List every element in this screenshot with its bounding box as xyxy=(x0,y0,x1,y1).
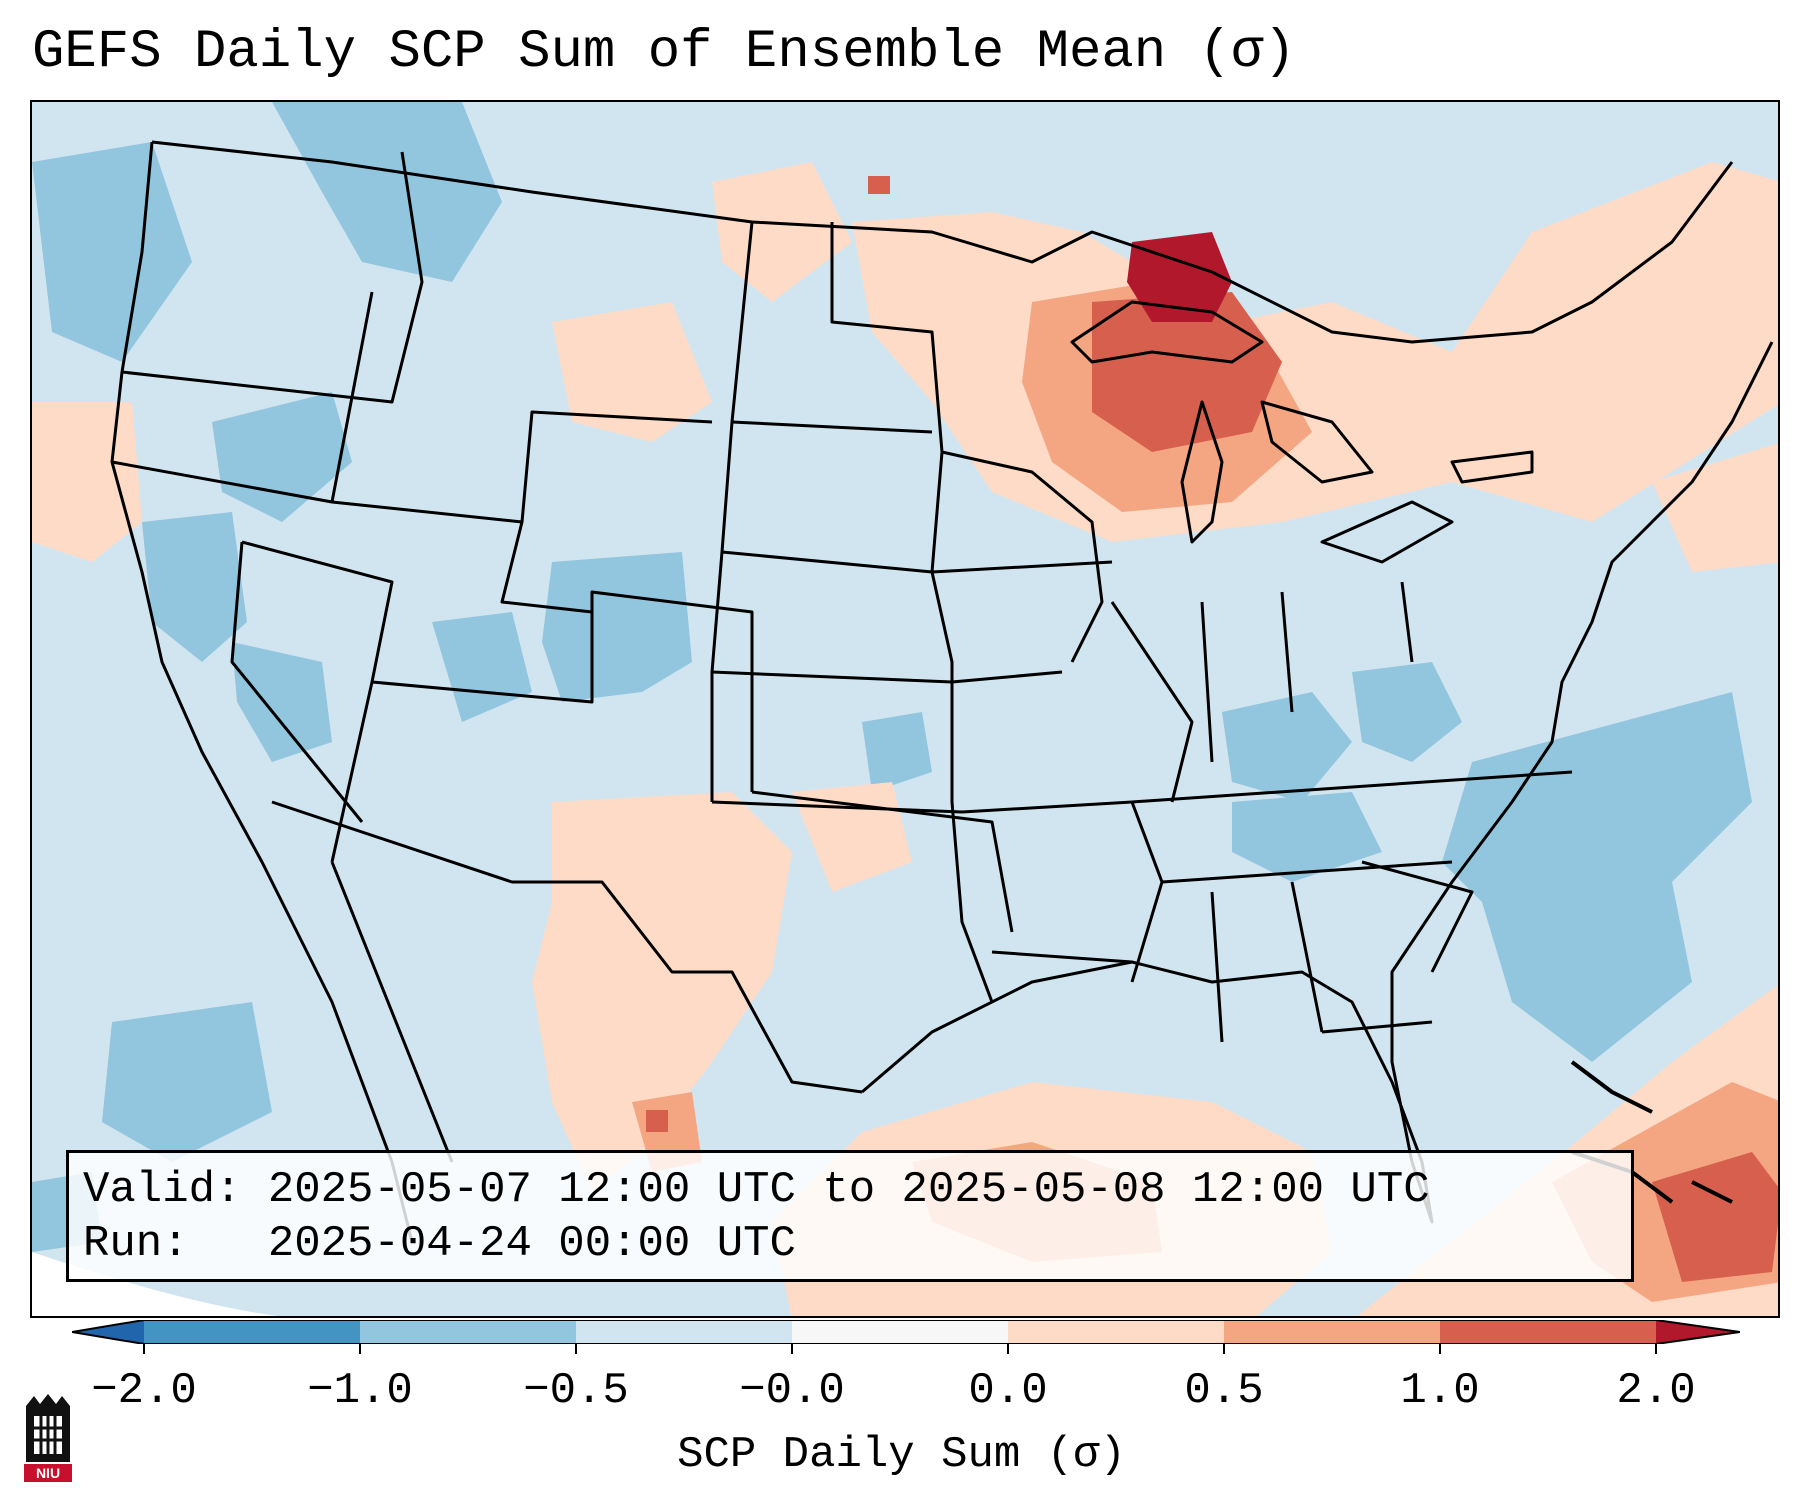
colorbar-extend-high xyxy=(1656,1320,1740,1344)
state-line-tx-la xyxy=(991,950,1133,964)
colorbar-tick-label: 2.0 xyxy=(1616,1366,1696,1416)
colorbar-tick-label: −0.5 xyxy=(523,1366,629,1416)
colorbar-tick-label: −2.0 xyxy=(91,1366,197,1416)
colorbar-tick-label: 0.5 xyxy=(1184,1366,1264,1416)
state-line-ne-ks xyxy=(711,670,1063,684)
colorbar-tick-mark xyxy=(575,1344,577,1354)
high-area-caribbean xyxy=(1652,1152,1778,1282)
max-area-superior xyxy=(1127,232,1232,322)
elevated-area-new-mexico-texas xyxy=(532,792,792,1192)
low-area-oregon xyxy=(212,392,352,522)
high-area-texas-pixel xyxy=(646,1110,668,1132)
low-area-pacific-nw xyxy=(32,142,192,362)
logo-text: NIU xyxy=(36,1465,60,1481)
high-area-north-dakota-pixel xyxy=(868,176,890,194)
low-area-ohio-valley xyxy=(1222,692,1352,802)
state-line-ca-nv xyxy=(230,541,364,823)
island-outline-bahamas xyxy=(1570,1060,1653,1114)
run-value: 2025-04-24 00:00 UTC xyxy=(267,1219,796,1269)
colorbar-tick-label: 0.0 xyxy=(968,1366,1048,1416)
low-area-colorado xyxy=(542,552,692,702)
low-area-pnw-north xyxy=(272,102,502,282)
colorbar-label: SCP Daily Sum (σ) xyxy=(677,1430,1126,1480)
out-of-domain-corner xyxy=(32,1252,278,1316)
state-line-oh xyxy=(1280,591,1294,713)
island-outline-2 xyxy=(1691,1180,1733,1204)
lake-ontario xyxy=(1450,450,1534,484)
colorbar-segment xyxy=(144,1320,360,1344)
max-scp-areas xyxy=(1127,232,1232,322)
state-line-tn-south xyxy=(1161,860,1453,884)
state-line-ut-co xyxy=(371,590,754,792)
colorbar-tick-mark xyxy=(1223,1344,1225,1354)
mexico-border xyxy=(271,800,863,1094)
colorbar-segment xyxy=(1224,1320,1440,1344)
map-panel xyxy=(30,100,1780,1318)
colorbar-tick-mark xyxy=(791,1344,793,1354)
low-area-tennessee xyxy=(1232,792,1382,882)
colorbar-segment xyxy=(576,1320,792,1344)
colorbar-tick-mark xyxy=(359,1344,361,1354)
state-line-ia-mn xyxy=(931,560,1113,574)
low-scp-areas xyxy=(32,102,1752,1252)
state-line-tx-north xyxy=(751,790,1014,933)
colorbar-segment xyxy=(360,1320,576,1344)
valid-time-box: Valid: 2025-05-07 12:00 UTC to 2025-05-0… xyxy=(66,1150,1634,1282)
low-area-pacific-sw xyxy=(102,1002,272,1162)
colorbar-tick-mark xyxy=(143,1344,145,1354)
state-line-ky-tn xyxy=(1131,770,1573,804)
state-line-fl xyxy=(1321,1020,1433,1034)
colorbar-tick-mark xyxy=(1439,1344,1441,1354)
colorbar-segment xyxy=(1440,1320,1656,1344)
low-area-kansas xyxy=(862,712,932,792)
state-line-id-wy xyxy=(331,410,713,524)
colorbar-tick-mark xyxy=(1655,1344,1657,1354)
lake-superior xyxy=(1070,300,1264,364)
colorbar-tick-label: 1.0 xyxy=(1400,1366,1480,1416)
state-line-mn-wi xyxy=(941,450,1104,663)
valid-value: 2025-05-07 12:00 UTC to 2025-05-08 12:00… xyxy=(267,1165,1430,1215)
east-coast xyxy=(1390,341,1774,1163)
state-line-wa-or-id xyxy=(121,151,424,404)
state-line-pa xyxy=(1400,581,1414,663)
state-line-nv xyxy=(241,540,394,863)
valid-label: Valid: xyxy=(83,1165,242,1215)
elevated-area-wyoming xyxy=(552,302,712,442)
lake-erie xyxy=(1320,500,1454,564)
state-line-ks-ok xyxy=(711,800,1133,814)
colorbar-segment xyxy=(1008,1320,1224,1344)
run-label: Run: xyxy=(83,1219,189,1269)
valid-line: Valid: 2025-05-07 12:00 UTC to 2025-05-0… xyxy=(83,1163,1617,1217)
colorbar-tick-label: −0.0 xyxy=(739,1366,845,1416)
state-line-sc xyxy=(1361,860,1474,973)
lake-michigan xyxy=(1180,400,1224,544)
low-area-norcal xyxy=(142,512,247,662)
niu-logo: NIU xyxy=(24,1394,72,1482)
baja-coast xyxy=(330,861,454,1163)
low-area-nevada xyxy=(232,642,332,762)
state-line-in xyxy=(1200,601,1214,763)
state-line-nd-sd xyxy=(731,420,933,434)
low-area-appalachia xyxy=(1352,662,1462,762)
boundaries xyxy=(110,140,1774,1243)
colorbar-tick-label: −1.0 xyxy=(307,1366,413,1416)
canada-border xyxy=(151,140,1734,344)
lake-huron xyxy=(1260,400,1374,484)
state-line-ms xyxy=(1210,891,1224,1043)
low-area-atlantic xyxy=(1442,692,1752,1062)
elevated-area-northeast-atlantic xyxy=(1652,443,1778,572)
high-area-superior xyxy=(1092,292,1282,452)
colorbar xyxy=(72,1320,1740,1344)
chart-title: GEFS Daily SCP Sum of Ensemble Mean (σ) xyxy=(32,22,1296,83)
high-scp-areas xyxy=(646,176,1778,1282)
state-line-il xyxy=(1110,601,1194,803)
state-line-al-ga xyxy=(1290,881,1324,1033)
run-line: Run: 2025-04-24 00:00 UTC xyxy=(83,1217,1617,1271)
map-canvas xyxy=(32,102,1778,1316)
colorbar-extend-low xyxy=(72,1320,144,1344)
state-line-wy-south xyxy=(500,521,593,614)
colorbar-segment xyxy=(792,1320,1008,1344)
state-line-sd-ne xyxy=(721,550,933,574)
colorbar-tick-mark xyxy=(1007,1344,1009,1354)
